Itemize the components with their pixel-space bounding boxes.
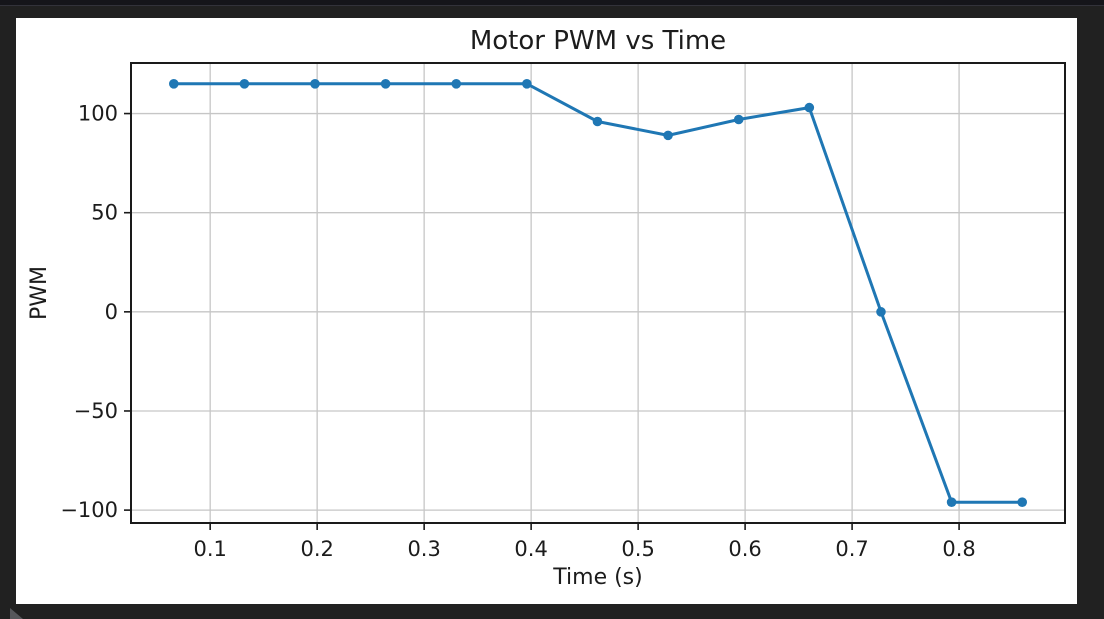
x-tick-label: 0.5 [621, 537, 654, 561]
y-tick-label: −100 [60, 498, 118, 522]
x-tick-label: 0.8 [942, 537, 975, 561]
chart-figure: 0.1 0.2 0.3 0.4 0.5 0.6 0.7 0.8 −100 −50 0 50 100 Mo… [16, 18, 1077, 604]
axes-frame [130, 62, 1066, 524]
data-point [946, 497, 957, 507]
x-tick-label: 0.6 [728, 537, 761, 561]
cursor-arrow [10, 608, 23, 619]
window-top-strip [0, 0, 1104, 6]
x-tick-label: 0.1 [193, 537, 226, 561]
data-point [310, 79, 320, 89]
data-point [522, 79, 532, 89]
y-tick-label: 50 [91, 201, 118, 225]
x-tick-label: 0.2 [300, 537, 333, 561]
x-tick-label: 0.3 [407, 537, 440, 561]
data-point [380, 79, 391, 89]
x-tick-label: 0.4 [514, 537, 547, 561]
data-point [733, 114, 744, 125]
data-point [804, 102, 815, 113]
y-axis-label: PWM [27, 266, 52, 320]
data-point [592, 116, 603, 127]
chart-canvas: 0.1 0.2 0.3 0.4 0.5 0.6 0.7 0.8 −100 −50 0 50 100 Mo… [27, 26, 1066, 590]
data-point [876, 307, 886, 317]
plot-layer: 0.1 0.2 0.3 0.4 0.5 0.6 0.7 0.8 −100 −50 0 50 100 [60, 62, 1066, 561]
x-tick-label: 0.7 [835, 537, 868, 561]
x-axis-label: Time (s) [552, 565, 642, 590]
data-point [663, 130, 673, 141]
y-tick-label: −50 [74, 399, 118, 423]
y-tick-label: 0 [105, 300, 118, 324]
series-line [172, 82, 1024, 504]
data-point [239, 79, 250, 89]
chart-title: Motor PWM vs Time [470, 26, 726, 56]
data-point [1017, 497, 1028, 507]
y-tick-label: 100 [78, 102, 118, 126]
data-point [451, 79, 462, 89]
data-point [168, 79, 179, 89]
